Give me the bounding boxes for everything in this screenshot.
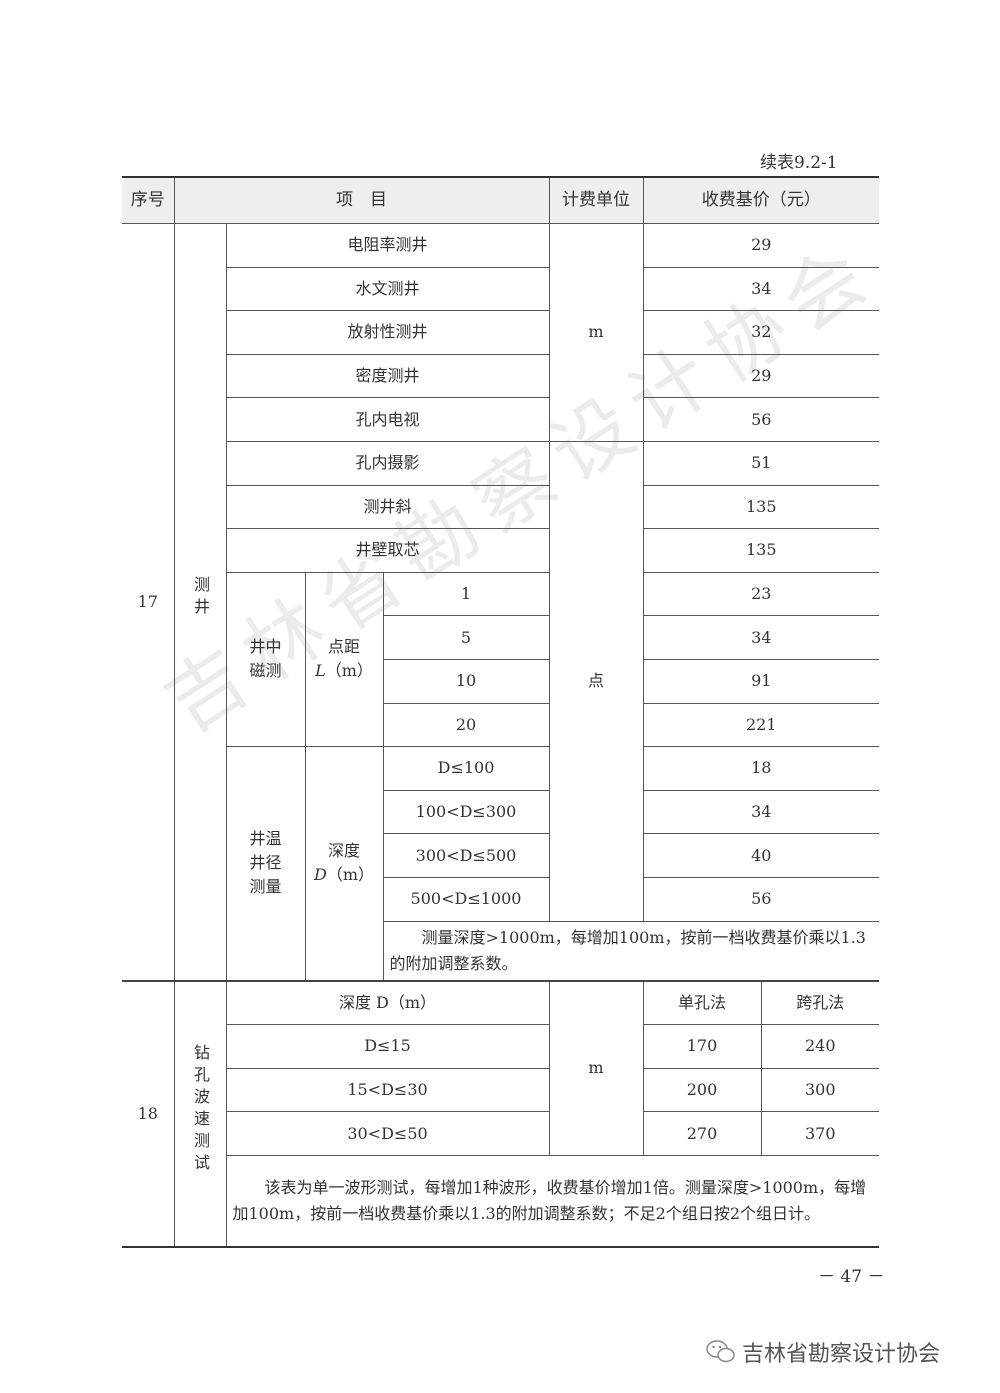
item: 井壁取芯 <box>225 528 550 573</box>
mag-name-text: 井中磁测 <box>249 637 282 681</box>
param-var: L <box>315 661 326 681</box>
price: 221 <box>642 702 879 748</box>
header-single: 单孔法 <box>642 979 762 1026</box>
depth: D≤100 <box>382 746 550 791</box>
price: 34 <box>642 615 879 660</box>
price: 51 <box>642 440 879 486</box>
table-row: 孔内电视 56 <box>122 397 879 442</box>
item: 水文测井 <box>225 266 550 312</box>
header-depth: 深度 D（m） <box>225 979 550 1026</box>
price: 29 <box>642 223 879 268</box>
spacing: 20 <box>382 702 550 748</box>
fee-table: 序号 项 目 计费单位 收费基价（元） 17 测井 电阻率测井 m 29 水文测… <box>122 176 879 1248</box>
param-unit: （m） <box>325 661 373 681</box>
table-row: 18 钻孔波速测试 深度 D（m） m 单孔法 跨孔法 <box>122 979 879 1248</box>
depth: 500<D≤1000 <box>382 876 550 922</box>
table-row: 井中磁测 点距 L（m） 1 23 <box>122 571 879 748</box>
price: 91 <box>642 658 879 704</box>
table-row: D≤15 170 240 <box>122 1024 879 1069</box>
item: 电阻率测井 <box>225 223 550 268</box>
item: 密度测井 <box>225 353 550 399</box>
price: 56 <box>642 397 879 442</box>
category-label: 钻孔波速测试 <box>191 1044 210 1177</box>
single: 170 <box>642 1024 762 1069</box>
single: 270 <box>642 1111 762 1156</box>
depth: 300<D≤500 <box>382 833 550 878</box>
spacing: 1 <box>382 571 550 617</box>
item: 放射性测井 <box>225 310 550 355</box>
param-label: 深度 <box>327 841 360 861</box>
spacing: 5 <box>382 615 550 660</box>
page-number: － 47 － <box>818 1267 885 1287</box>
seq-18: 18 <box>122 979 175 1248</box>
table-row: 17 测井 电阻率测井 m 29 <box>122 223 879 981</box>
header-cross: 跨孔法 <box>760 979 879 1026</box>
header-unit: 计费单位 <box>548 176 644 224</box>
table-row: 放射性测井 32 <box>122 310 879 355</box>
wechat-icon <box>706 1340 735 1363</box>
category-label: 测井 <box>191 576 210 621</box>
price: 40 <box>642 833 879 878</box>
table-row: 500<D≤1000 56 <box>122 876 879 922</box>
table-row: 15<D≤30 200 300 <box>122 1067 879 1113</box>
spacing: 10 <box>382 658 550 704</box>
header-price: 收费基价（元） <box>642 176 879 224</box>
table-row: 100<D≤300 34 <box>122 789 879 835</box>
temp-name-text: 井温井径测量 <box>249 829 282 897</box>
temp-name: 井温井径测量 <box>225 746 306 981</box>
unit-point: 点 <box>548 440 644 922</box>
table-row: 30<D≤50 270 370 <box>122 1111 879 1156</box>
cross: 370 <box>760 1111 879 1156</box>
param-label: 点距 <box>327 637 360 657</box>
unit-m: m <box>548 979 644 1156</box>
depth: D≤15 <box>225 1024 550 1069</box>
cross: 300 <box>760 1067 879 1113</box>
temp-param: 深度 D（m） <box>304 746 384 981</box>
table-row: 测井斜 135 <box>122 484 879 530</box>
footer: 吉林省勘察设计协会 <box>706 1336 940 1368</box>
table-caption: 续表9.2-1 <box>760 153 838 173</box>
item: 孔内电视 <box>225 397 550 442</box>
table-row: 300<D≤500 40 <box>122 833 879 878</box>
depth: 100<D≤300 <box>382 789 550 835</box>
note-18: 该表为单一波形测试，每增加1种波形，收费基价增加1倍。测量深度>1000m，每增… <box>225 1154 879 1248</box>
item: 孔内摄影 <box>225 440 550 486</box>
price: 34 <box>642 266 879 312</box>
note-17: 测量深度>1000m，每增加100m，按前一档收费基价乘以1.3的附加调整系数。 <box>382 920 879 981</box>
mag-name: 井中磁测 <box>225 571 306 748</box>
table-row: 测量深度>1000m，每增加100m，按前一档收费基价乘以1.3的附加调整系数。 <box>122 920 879 981</box>
table-header: 序号 项 目 计费单位 收费基价（元） <box>122 176 879 224</box>
price: 29 <box>642 353 879 399</box>
table-row: 井温井径测量 深度 D（m） D≤100 18 <box>122 746 879 981</box>
table-row: 孔内摄影 点 51 <box>122 440 879 922</box>
depth: 30<D≤50 <box>225 1111 550 1156</box>
header-item: 项 目 <box>173 176 550 224</box>
unit-m: m <box>548 223 644 442</box>
category-18: 钻孔波速测试 <box>173 979 227 1248</box>
table-row: 井壁取芯 135 <box>122 528 879 573</box>
price: 56 <box>642 876 879 922</box>
price: 23 <box>642 571 879 617</box>
table-row: 该表为单一波形测试，每增加1种波形，收费基价增加1倍。测量深度>1000m，每增… <box>122 1154 879 1248</box>
cross: 240 <box>760 1024 879 1069</box>
price: 135 <box>642 484 879 530</box>
item: 测井斜 <box>225 484 550 530</box>
footer-text: 吉林省勘察设计协会 <box>742 1342 941 1367</box>
depth: 15<D≤30 <box>225 1067 550 1113</box>
price: 34 <box>642 789 879 835</box>
table-row: 水文测井 34 <box>122 266 879 312</box>
price: 18 <box>642 746 879 791</box>
price: 32 <box>642 310 879 355</box>
param-var: D <box>313 865 327 885</box>
header-seq: 序号 <box>122 176 175 224</box>
param-unit: （m） <box>326 865 374 885</box>
category-17: 测井 <box>173 223 227 981</box>
price: 135 <box>642 528 879 573</box>
single: 200 <box>642 1067 762 1113</box>
table-row: 密度测井 29 <box>122 353 879 399</box>
mag-param: 点距 L（m） <box>304 571 384 748</box>
seq-17: 17 <box>122 223 175 981</box>
